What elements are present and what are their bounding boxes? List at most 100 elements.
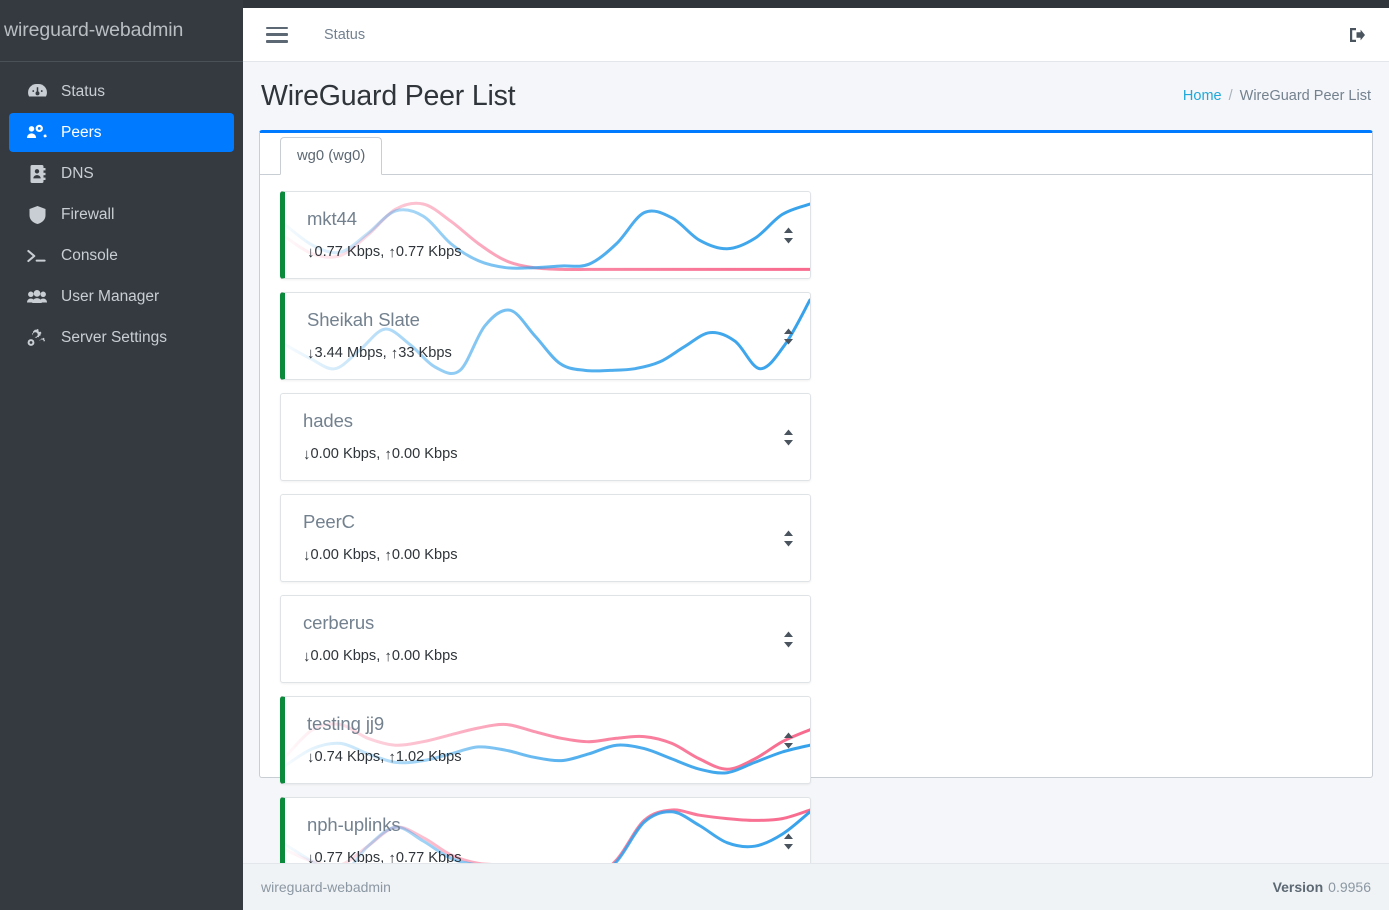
address-book-icon <box>27 164 47 183</box>
logout-icon[interactable] <box>1345 23 1369 47</box>
peer-speed-separator: , <box>380 243 389 260</box>
peer-card-body: nph-uplinks ↓ 0.77 Kbps, ↑ 0.77 Kbps <box>285 798 810 866</box>
sidebar-item-label: Firewall <box>61 205 115 223</box>
breadcrumb-current: WireGuard Peer List <box>1239 88 1371 104</box>
sidebar-brand-label: wireguard-webadmin <box>4 19 184 41</box>
peer-speed: ↓ 0.00 Kbps, ↑ 0.00 Kbps <box>303 548 810 563</box>
peer-speed: ↓ 0.77 Kbps, ↑ 0.77 Kbps <box>307 245 810 260</box>
download-arrow-icon: ↓ <box>307 344 315 362</box>
peer-speed: ↓ 0.74 Kbps, ↑ 1.02 Kbps <box>307 750 810 765</box>
peer-speed: ↓ 0.00 Kbps, ↑ 0.00 Kbps <box>303 649 810 664</box>
peer-card-body: Sheikah Slate ↓ 3.44 Mbps, ↑ 33 Kbps <box>285 293 810 361</box>
breadcrumb-separator: / <box>1228 88 1233 104</box>
upload-arrow-icon: ↑ <box>390 344 399 362</box>
peer-upload-speed: 33 Kbps <box>398 344 452 361</box>
peers-icon <box>27 124 47 142</box>
sidebar-item-label: Server Settings <box>61 328 167 346</box>
sidebar-nav: Status Peers DNS Firewall Console User Manage… <box>0 62 243 357</box>
footer-version: Version 0.9956 <box>1273 879 1371 895</box>
sort-handle-icon[interactable] <box>782 427 794 447</box>
peer-card-body: mkt44 ↓ 0.77 Kbps, ↑ 0.77 Kbps <box>285 192 810 260</box>
peer-upload-speed: 1.02 Kbps <box>395 748 462 765</box>
footer-version-value: 0.9956 <box>1328 879 1371 895</box>
peer-card[interactable]: hades ↓ 0.00 Kbps, ↑ 0.00 Kbps <box>280 393 811 481</box>
peer-list-card: wg0 (wg0) mkt44 ↓ 0.77 Kbps, ↑ 0.77 Kbps She… <box>259 130 1373 910</box>
peer-card[interactable]: testing jj9 ↓ 0.74 Kbps, ↑ 1.02 Kbps <box>280 696 811 784</box>
peer-download-speed: 0.77 Kbps <box>314 849 381 866</box>
peer-speed-separator: , <box>376 647 385 664</box>
peer-name: testing jj9 <box>307 713 385 734</box>
peer-card-body: PeerC ↓ 0.00 Kbps, ↑ 0.00 Kbps <box>281 495 810 563</box>
sort-handle-icon[interactable] <box>782 730 794 750</box>
sidebar-item-console[interactable]: Console <box>9 236 234 275</box>
header-bar: Status <box>243 8 1389 62</box>
peer-speed-separator: , <box>376 445 385 462</box>
sidebar-item-status[interactable]: Status <box>9 72 234 111</box>
footer-app-name: wireguard-webadmin <box>261 879 391 895</box>
peer-upload-speed: 0.77 Kbps <box>395 849 462 866</box>
gears-icon <box>27 328 47 347</box>
peer-upload-speed: 0.00 Kbps <box>391 647 458 664</box>
peer-upload-speed: 0.00 Kbps <box>391 546 458 563</box>
upload-arrow-icon: ↑ <box>384 546 392 564</box>
peer-speed-separator: , <box>380 849 389 866</box>
download-arrow-icon: ↓ <box>303 445 311 463</box>
footer-version-label: Version <box>1272 879 1324 895</box>
peer-card[interactable]: cerberus ↓ 0.00 Kbps, ↑ 0.00 Kbps <box>280 595 811 683</box>
peer-grid: mkt44 ↓ 0.77 Kbps, ↑ 0.77 Kbps Sheikah Slate… <box>260 175 1372 910</box>
sidebar-item-dns[interactable]: DNS <box>9 154 234 193</box>
shield-icon <box>27 205 47 224</box>
hamburger-icon[interactable] <box>266 26 288 43</box>
upload-arrow-icon: ↑ <box>384 647 392 665</box>
download-arrow-icon: ↓ <box>307 748 315 766</box>
sort-handle-icon[interactable] <box>782 528 794 548</box>
sidebar-item-label: Peers <box>61 123 102 141</box>
peer-speed: ↓ 0.77 Kbps, ↑ 0.77 Kbps <box>307 851 810 866</box>
page-title: WireGuard Peer List <box>261 79 516 112</box>
peer-download-speed: 0.00 Kbps <box>310 546 377 563</box>
download-arrow-icon: ↓ <box>303 647 311 665</box>
sidebar: wireguard-webadmin Status Peers DNS Firewal… <box>0 0 243 910</box>
peer-speed-separator: , <box>382 344 391 361</box>
peer-name: nph-uplinks <box>307 814 401 835</box>
sidebar-item-label: User Manager <box>61 287 160 305</box>
sidebar-item-peers[interactable]: Peers <box>9 113 234 152</box>
peer-speed: ↓ 3.44 Mbps, ↑ 33 Kbps <box>307 346 810 361</box>
breadcrumb-home[interactable]: Home <box>1182 88 1222 104</box>
peer-card[interactable]: Sheikah Slate ↓ 3.44 Mbps, ↑ 33 Kbps <box>280 292 811 380</box>
interface-tabs: wg0 (wg0) <box>260 133 1372 175</box>
sidebar-item-user-manager[interactable]: User Manager <box>9 277 234 316</box>
peer-download-speed: 0.74 Kbps <box>314 748 381 765</box>
users-icon <box>27 288 47 306</box>
peer-download-speed: 0.77 Kbps <box>314 243 381 260</box>
title-row: WireGuard Peer List Home / WireGuard Pee… <box>243 62 1389 130</box>
peer-name: Sheikah Slate <box>307 309 420 330</box>
top-strip <box>0 0 1389 8</box>
sidebar-item-firewall[interactable]: Firewall <box>9 195 234 234</box>
upload-arrow-icon: ↑ <box>384 445 392 463</box>
peer-card-body: cerberus ↓ 0.00 Kbps, ↑ 0.00 Kbps <box>281 596 810 664</box>
sort-handle-icon[interactable] <box>782 326 794 346</box>
sidebar-item-label: DNS <box>61 164 94 182</box>
peer-name: mkt44 <box>307 208 357 229</box>
sidebar-item-label: Status <box>61 82 105 100</box>
sort-handle-icon[interactable] <box>782 225 794 245</box>
header-status-link[interactable]: Status <box>324 26 366 43</box>
sidebar-brand: wireguard-webadmin <box>0 0 243 62</box>
peer-card-body: testing jj9 ↓ 0.74 Kbps, ↑ 1.02 Kbps <box>285 697 810 765</box>
terminal-icon <box>27 247 47 265</box>
sort-handle-icon[interactable] <box>782 831 794 851</box>
peer-card[interactable]: PeerC ↓ 0.00 Kbps, ↑ 0.00 Kbps <box>280 494 811 582</box>
download-arrow-icon: ↓ <box>303 546 311 564</box>
sort-handle-icon[interactable] <box>782 629 794 649</box>
peer-download-speed: 3.44 Mbps <box>314 344 383 361</box>
peer-name: PeerC <box>303 511 355 532</box>
interface-tab[interactable]: wg0 (wg0) <box>280 137 383 175</box>
upload-arrow-icon: ↑ <box>388 243 396 261</box>
sidebar-item-server-settings[interactable]: Server Settings <box>9 318 234 357</box>
breadcrumb: Home / WireGuard Peer List <box>1183 88 1371 104</box>
peer-download-speed: 0.00 Kbps <box>310 445 377 462</box>
peer-card[interactable]: mkt44 ↓ 0.77 Kbps, ↑ 0.77 Kbps <box>280 191 811 279</box>
peer-card-body: hades ↓ 0.00 Kbps, ↑ 0.00 Kbps <box>281 394 810 463</box>
